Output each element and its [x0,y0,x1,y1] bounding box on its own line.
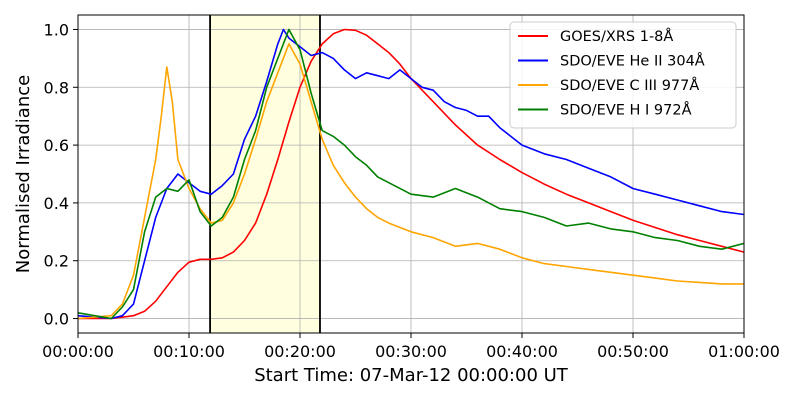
x-axis-label: Start Time: 07-Mar-12 00:00:00 UT [254,365,569,386]
series-line-2 [77,28,745,320]
legend-box [509,21,737,129]
y-tick-label: 0.0 [44,310,69,329]
series-line-3 [77,43,744,320]
x-tick-label: 00:40:00 [486,342,558,361]
legend-label-4: SDO/EVE H I 972Å [560,102,692,119]
ticks-layer: 00:00:00 00:10:00 00:20:00 00:30:00 00:40:00… [42,20,780,361]
y-tick-label: 0.6 [44,136,69,155]
grid-layer [77,15,745,333]
x-tick-label: 00:20:00 [264,342,336,361]
x-tick-label: 00:30:00 [375,342,447,361]
x-tick-label: 00:00:00 [42,342,114,361]
legend-label-1: GOES/XRS 1-8Å [560,28,673,45]
series-layer [77,28,745,320]
y-tick-label: 0.4 [44,194,69,213]
legend: GOES/XRS 1-8Å SDO/EVE He II 304Å SDO/EVE C… [509,21,737,129]
y-tick-label: 0.8 [44,78,69,97]
legend-label-3: SDO/EVE C III 977Å [560,77,699,94]
y-tick-label: 0.2 [44,252,69,271]
y-axis-label: Normalised Irradiance [13,75,34,273]
series-line-1 [78,28,745,320]
legend-label-2: SDO/EVE He II 304Å [560,53,705,70]
x-tick-label: 00:10:00 [153,342,225,361]
x-tick-label: 00:50:00 [597,342,669,361]
vline-layer [209,15,321,333]
x-tick-label: 01:00:00 [708,342,780,361]
series-line-4 [77,28,745,320]
y-tick-label: 1.0 [44,20,69,39]
